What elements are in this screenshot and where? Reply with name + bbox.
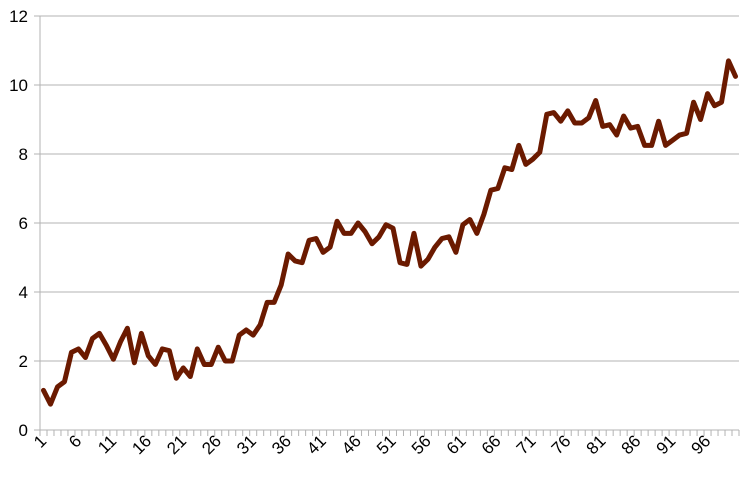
x-axis-tick-labels: 1 6 11 16 21 26 31 36 41 46 51 56 61 66 71 76 81 86 91 96 (30, 431, 714, 458)
y-tick-label: 2 (19, 352, 28, 371)
x-tick-label: 16 (128, 431, 155, 458)
x-tick-label: 81 (583, 431, 610, 458)
x-tick-label: 31 (233, 431, 260, 458)
x-tick-label: 56 (408, 431, 435, 458)
y-tick-label: 0 (19, 421, 28, 440)
x-tick-label: 26 (198, 431, 225, 458)
series-line (40, 58, 738, 407)
x-tick-label: 86 (618, 431, 645, 458)
x-tick-label: 36 (268, 431, 295, 458)
x-tick-label: 21 (163, 431, 190, 458)
x-tick-label: 51 (373, 431, 400, 458)
x-tick-label: 76 (548, 431, 575, 458)
x-tick-label: 66 (478, 431, 505, 458)
x-tick-label: 41 (303, 431, 330, 458)
x-tick-label: 46 (338, 431, 365, 458)
x-axis-ticks (39, 430, 740, 436)
y-tick-label: 12 (9, 7, 28, 26)
y-tick-label: 10 (9, 76, 28, 95)
series-group (40, 58, 738, 407)
y-tick-label: 4 (19, 283, 28, 302)
y-tick-label: 6 (19, 214, 28, 233)
x-tick-label: 11 (94, 431, 120, 457)
x-tick-label: 71 (513, 431, 540, 458)
x-tick-label: 61 (443, 431, 470, 458)
x-tick-label: 91 (653, 431, 680, 458)
y-axis-tick-labels: 0 2 4 6 8 10 12 (9, 7, 28, 440)
y-tick-label: 8 (19, 145, 28, 164)
x-tick-label: 96 (688, 431, 715, 458)
